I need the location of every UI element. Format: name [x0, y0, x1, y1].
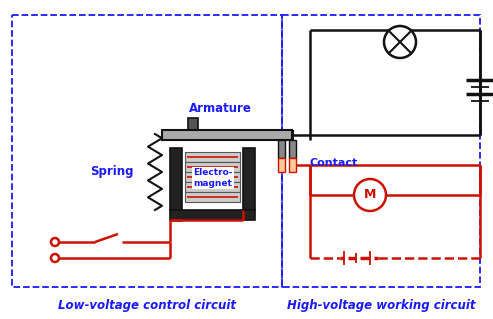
Bar: [185, 182, 240, 192]
Bar: [243, 148, 255, 210]
Bar: [170, 148, 182, 210]
Bar: [170, 210, 255, 220]
Bar: [185, 152, 240, 162]
Bar: [289, 158, 296, 172]
Bar: [185, 192, 240, 202]
Circle shape: [384, 26, 416, 58]
Bar: [185, 162, 240, 172]
Circle shape: [51, 254, 59, 262]
Text: Electro-
magnet: Electro- magnet: [193, 168, 233, 188]
Circle shape: [354, 179, 386, 211]
Bar: [12, 15, 282, 287]
Bar: [185, 172, 240, 182]
Bar: [278, 158, 285, 172]
Text: Low-voltage control circuit: Low-voltage control circuit: [58, 299, 236, 311]
Text: Contact: Contact: [310, 158, 358, 168]
Bar: [282, 15, 480, 287]
Bar: [162, 130, 292, 140]
Circle shape: [51, 238, 59, 246]
Bar: [278, 140, 285, 158]
Text: Armature: Armature: [188, 101, 251, 115]
Text: Spring: Spring: [90, 166, 134, 179]
Bar: [188, 118, 198, 131]
Bar: [289, 140, 296, 158]
Text: M: M: [364, 189, 376, 202]
Text: High-voltage working circuit: High-voltage working circuit: [287, 299, 475, 311]
